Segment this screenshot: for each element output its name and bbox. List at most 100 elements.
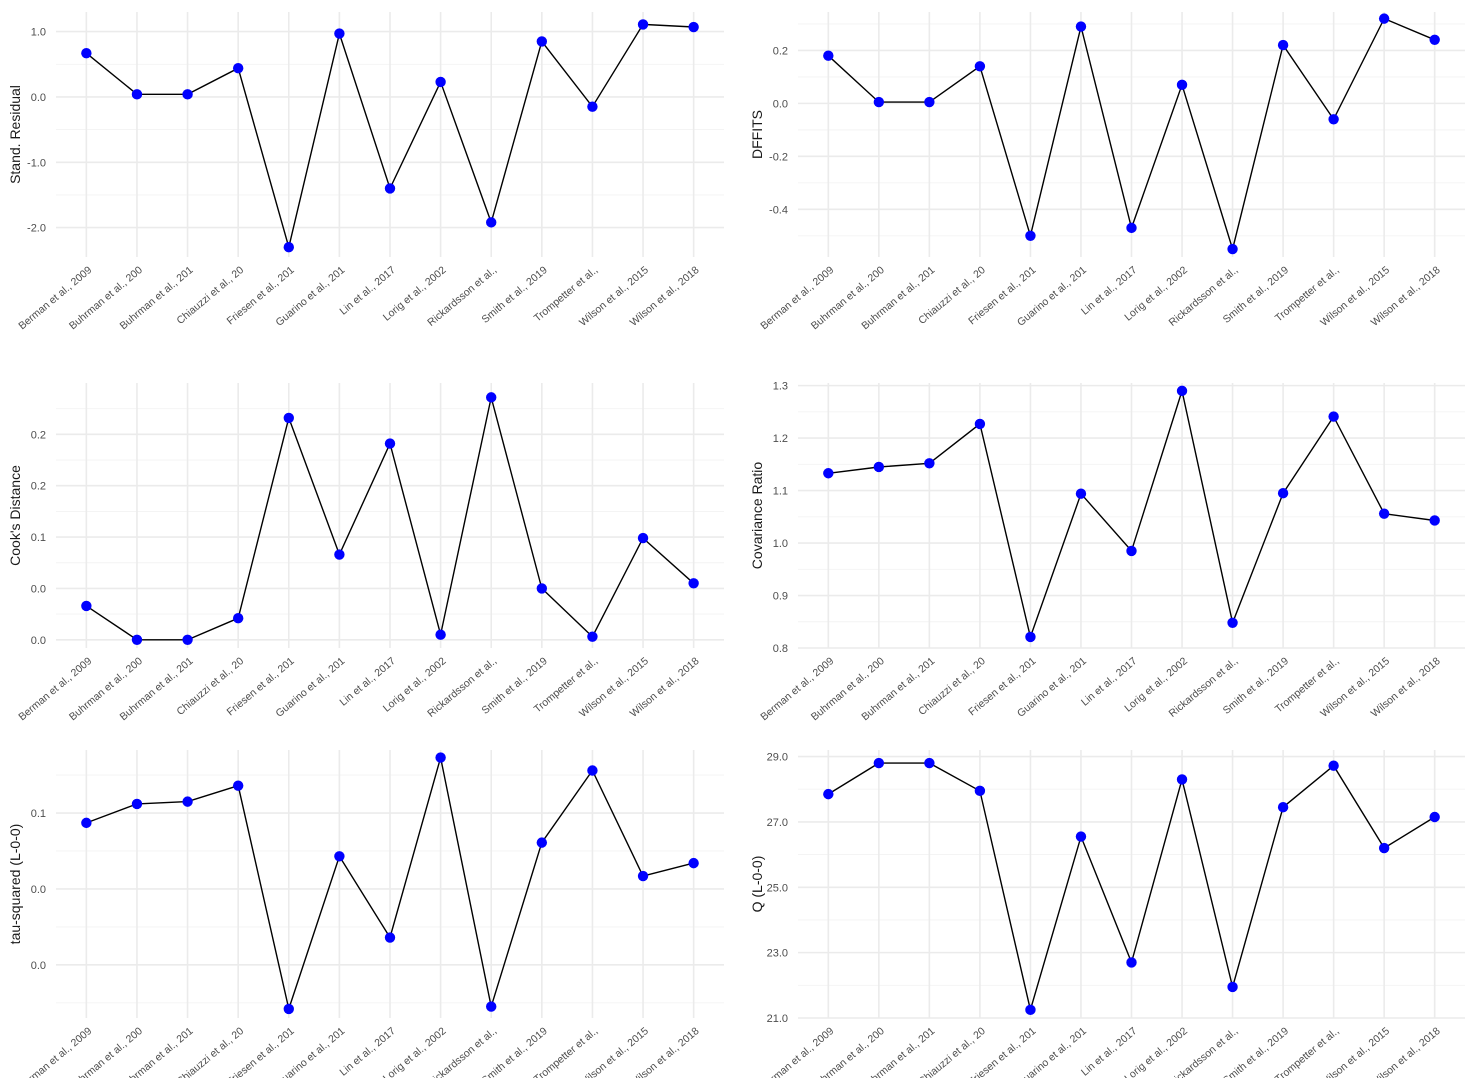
data-point	[587, 765, 598, 776]
data-point	[873, 96, 885, 108]
data-point	[1429, 811, 1440, 823]
y-tick-label: 1.1	[773, 486, 788, 498]
y-tick-label: 0.0	[31, 960, 46, 972]
y-tick-label: 21.0	[767, 1013, 788, 1025]
data-point	[688, 21, 699, 33]
data-point	[435, 629, 446, 640]
data-point	[924, 757, 935, 769]
data-point	[536, 837, 548, 848]
data-point	[1227, 981, 1238, 993]
y-axis-title: Cook's Distance	[7, 465, 23, 566]
data-point	[1227, 243, 1238, 255]
data-point	[823, 788, 834, 800]
data-point	[1328, 760, 1339, 771]
y-axis-title: Covariance Ratio	[749, 462, 765, 570]
data-point	[486, 217, 497, 228]
data-point	[81, 600, 92, 612]
y-tick-label: 23.0	[767, 948, 788, 960]
y-tick-label: 0.0	[31, 635, 46, 647]
data-point	[536, 583, 548, 594]
data-point	[1025, 631, 1036, 643]
data-point	[334, 28, 345, 39]
data-point	[688, 857, 699, 869]
y-tick-label: 0.9	[773, 591, 788, 603]
data-point	[131, 798, 143, 810]
data-point	[688, 578, 699, 589]
data-point	[587, 101, 598, 112]
data-point	[1126, 957, 1137, 968]
data-point	[435, 76, 446, 88]
data-point	[182, 89, 193, 100]
data-point	[1075, 488, 1087, 499]
data-point	[1176, 79, 1188, 91]
data-point	[823, 468, 834, 479]
data-point	[873, 757, 885, 769]
y-tick-label: 0.2	[31, 481, 46, 493]
y-axis-title: tau-squared (L-0-0)	[7, 824, 23, 945]
y-tick-label: 0.0	[773, 98, 788, 110]
y-tick-label: 0.0	[31, 92, 46, 104]
data-point	[1176, 385, 1188, 397]
y-tick-label: 1.2	[773, 433, 788, 445]
data-point	[486, 392, 497, 403]
data-point	[1429, 515, 1440, 526]
data-point	[1429, 34, 1440, 46]
data-point	[283, 242, 294, 253]
data-point	[334, 851, 345, 862]
y-tick-label: -0.2	[769, 151, 788, 163]
data-point	[1176, 774, 1188, 785]
y-tick-label: -2.0	[27, 223, 46, 235]
data-point	[924, 96, 935, 108]
data-point	[873, 461, 885, 473]
y-tick-label: 0.2	[31, 429, 46, 441]
data-point	[1277, 39, 1289, 51]
data-point	[131, 89, 143, 100]
data-point	[1378, 13, 1390, 24]
data-point	[1328, 411, 1339, 422]
data-point	[974, 785, 986, 797]
data-point	[81, 817, 92, 829]
y-tick-label: 0.1	[31, 808, 46, 820]
y-tick-label: 0.0	[31, 583, 46, 595]
y-tick-label: 25.0	[767, 882, 788, 894]
y-tick-label: 0.0	[31, 884, 46, 896]
data-point	[1378, 508, 1390, 519]
y-axis-title: Stand. Residual	[7, 85, 23, 184]
data-point	[1378, 842, 1390, 854]
y-tick-label: -0.4	[769, 204, 788, 216]
data-point	[637, 870, 649, 882]
data-point	[232, 613, 244, 624]
data-point	[536, 36, 548, 47]
data-point	[1328, 114, 1339, 125]
y-tick-label: 0.1	[31, 532, 46, 544]
data-point	[384, 183, 396, 194]
y-tick-label: 1.3	[773, 381, 788, 393]
data-point	[1025, 1004, 1036, 1016]
data-point	[283, 412, 294, 424]
y-tick-label: 1.0	[773, 538, 788, 550]
data-point	[283, 1003, 294, 1015]
y-tick-label: 1.0	[31, 27, 46, 39]
data-point	[232, 780, 244, 791]
data-point	[1277, 801, 1289, 813]
data-point	[974, 418, 986, 430]
data-point	[435, 752, 446, 763]
y-axis-title: Q (L-0-0)	[749, 856, 765, 913]
data-point	[384, 438, 396, 449]
data-point	[182, 634, 193, 645]
data-point	[81, 47, 92, 59]
data-point	[334, 549, 345, 560]
y-tick-label: 0.8	[773, 643, 788, 655]
data-point	[232, 62, 244, 74]
y-axis-title: DFFITS	[749, 110, 765, 159]
data-point	[1075, 831, 1087, 842]
y-tick-label: -1.0	[27, 157, 46, 169]
y-tick-label: 0.2	[773, 45, 788, 57]
data-point	[1227, 617, 1238, 629]
data-point	[637, 532, 649, 544]
data-point	[1075, 21, 1087, 32]
